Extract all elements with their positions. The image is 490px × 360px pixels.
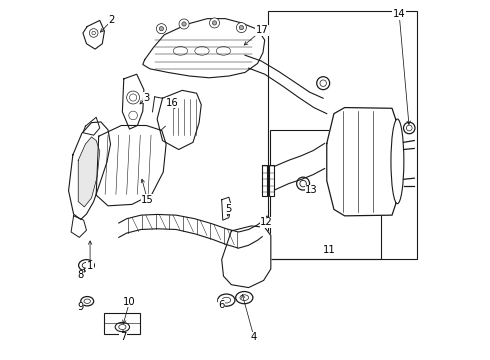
Text: 7: 7: [120, 332, 126, 342]
Circle shape: [239, 26, 244, 30]
Polygon shape: [221, 226, 271, 288]
Circle shape: [236, 23, 246, 33]
Ellipse shape: [195, 46, 209, 55]
Polygon shape: [83, 21, 104, 49]
Polygon shape: [143, 19, 265, 78]
Bar: [270, 130, 381, 259]
Circle shape: [89, 29, 98, 37]
Text: 1: 1: [87, 261, 93, 271]
Text: 3: 3: [143, 93, 149, 103]
Text: 8: 8: [77, 270, 84, 280]
Ellipse shape: [82, 262, 91, 268]
Polygon shape: [119, 215, 262, 248]
Polygon shape: [83, 117, 100, 135]
Bar: [262, 165, 267, 196]
Text: 4: 4: [251, 332, 257, 342]
Circle shape: [126, 91, 140, 104]
Ellipse shape: [218, 294, 235, 306]
Text: 16: 16: [166, 98, 179, 108]
Circle shape: [129, 111, 137, 120]
Polygon shape: [157, 90, 201, 149]
Bar: [270, 165, 274, 196]
Ellipse shape: [240, 295, 248, 301]
Polygon shape: [96, 126, 166, 206]
Circle shape: [212, 21, 217, 25]
Ellipse shape: [115, 322, 129, 332]
Ellipse shape: [216, 46, 231, 55]
Circle shape: [403, 122, 415, 134]
Polygon shape: [78, 137, 100, 207]
Text: 6: 6: [219, 300, 225, 310]
Circle shape: [179, 19, 189, 29]
Polygon shape: [327, 108, 399, 216]
Circle shape: [320, 80, 326, 86]
Circle shape: [210, 18, 220, 28]
Polygon shape: [122, 74, 144, 129]
Ellipse shape: [222, 297, 231, 303]
Bar: [104, 314, 140, 334]
Circle shape: [296, 177, 310, 190]
Circle shape: [182, 22, 186, 26]
Circle shape: [159, 27, 164, 31]
Ellipse shape: [173, 46, 188, 55]
Circle shape: [129, 94, 137, 101]
Text: 11: 11: [323, 245, 336, 255]
Text: 10: 10: [123, 297, 136, 307]
Ellipse shape: [236, 292, 253, 304]
Polygon shape: [71, 216, 87, 237]
Text: 15: 15: [141, 195, 154, 205]
Ellipse shape: [84, 299, 91, 303]
Circle shape: [300, 180, 306, 187]
Text: 9: 9: [77, 302, 84, 312]
Text: 14: 14: [393, 9, 406, 19]
Text: 12: 12: [260, 217, 273, 227]
Ellipse shape: [81, 297, 94, 306]
Text: 13: 13: [305, 185, 318, 195]
Text: 17: 17: [256, 25, 269, 35]
Polygon shape: [221, 197, 231, 220]
Ellipse shape: [119, 324, 126, 329]
Circle shape: [156, 24, 167, 34]
Bar: [269, 12, 417, 259]
Circle shape: [406, 125, 412, 131]
Polygon shape: [69, 122, 111, 220]
Ellipse shape: [391, 119, 404, 204]
Ellipse shape: [78, 260, 95, 271]
Text: 5: 5: [226, 204, 232, 214]
Circle shape: [92, 31, 96, 35]
Text: 2: 2: [108, 15, 115, 26]
Circle shape: [317, 77, 330, 90]
